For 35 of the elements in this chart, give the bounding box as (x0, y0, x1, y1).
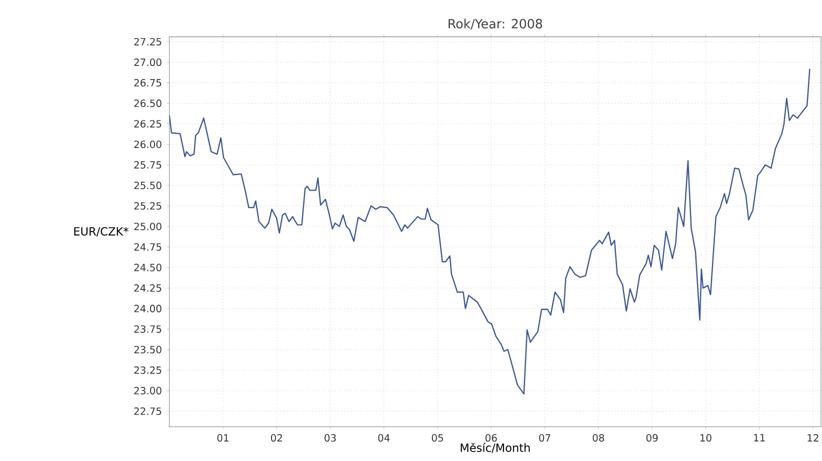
x-tick-label: 07 (539, 434, 550, 442)
x-tick-label: 05 (432, 434, 443, 442)
x-tick-label: 09 (646, 434, 658, 442)
chart-title: Rok/Year: 2008 (448, 18, 542, 30)
y-tick-label: 26.25 (134, 120, 162, 128)
y-tick-label: 23.25 (134, 366, 162, 374)
y-tick-label: 26.50 (134, 100, 162, 108)
y-tick-label: 23.00 (134, 387, 162, 395)
y-tick-label: 25.75 (134, 161, 162, 169)
x-tick-label: 04 (378, 434, 390, 442)
y-tick-label: 26.00 (134, 140, 162, 148)
x-tick-label: 03 (324, 434, 336, 442)
y-tick-label: 24.25 (134, 284, 162, 292)
y-tick-label: 24.00 (134, 304, 162, 313)
x-tick-label: 01 (217, 434, 228, 442)
y-tick-label: 24.75 (134, 243, 162, 251)
x-tick-label: 02 (270, 434, 282, 442)
x-tick-label: 10 (700, 434, 712, 442)
x-tick-label: 08 (592, 434, 604, 442)
y-tick-label: 23.50 (134, 346, 162, 354)
y-tick-label: 22.75 (134, 408, 162, 416)
y-tick-label: 25.50 (134, 182, 162, 190)
y-tick-label: 25.25 (134, 202, 162, 210)
line-series (169, 68, 810, 395)
y-tick-label: 27.25 (134, 38, 162, 46)
y-axis-title: EUR/CZK* (74, 227, 128, 237)
y-tick-label: 26.75 (134, 79, 162, 87)
x-tick-label: 06 (486, 434, 497, 442)
x-tick-label: 11 (754, 434, 765, 442)
y-tick-label: 25.00 (134, 222, 162, 230)
y-tick-label: 27.00 (134, 58, 162, 66)
y-tick-label: 23.75 (134, 326, 162, 334)
x-axis-title: Měsíc/Month (460, 442, 530, 454)
x-tick-label: 12 (808, 434, 818, 442)
y-tick-label: 24.50 (134, 264, 162, 272)
